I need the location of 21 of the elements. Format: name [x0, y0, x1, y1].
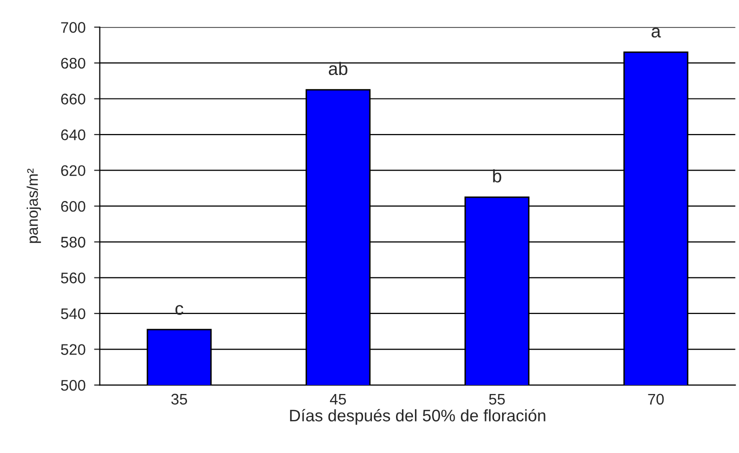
x-tick-label: 35: [171, 394, 188, 405]
y-tick-label: 580: [61, 236, 86, 248]
y-tick-label: 620: [61, 165, 86, 176]
x-tick-label: 45: [330, 394, 346, 405]
y-tick-label: 660: [61, 94, 86, 104]
x-tick-label: 70: [648, 394, 664, 405]
annotation: ab: [328, 62, 348, 76]
annotation: a: [652, 28, 661, 38]
y-tick-label: 500: [61, 380, 86, 391]
x-axis-title: Días después del 50% de floración: [290, 409, 546, 425]
y-tick-label: 640: [61, 129, 86, 140]
y-tick-label: 520: [61, 344, 86, 355]
annotation: b: [493, 169, 502, 182]
y-tick-label: 700: [61, 22, 86, 33]
y-tick-label: 560: [61, 272, 86, 284]
y-axis-title: panojas/m²: [26, 168, 41, 243]
x-tick-label: 55: [489, 394, 505, 405]
y-tick-label: 540: [61, 308, 86, 320]
annotation: c: [175, 305, 184, 315]
y-tick-label: 600: [61, 200, 86, 212]
y-tick-label: 680: [61, 58, 86, 69]
